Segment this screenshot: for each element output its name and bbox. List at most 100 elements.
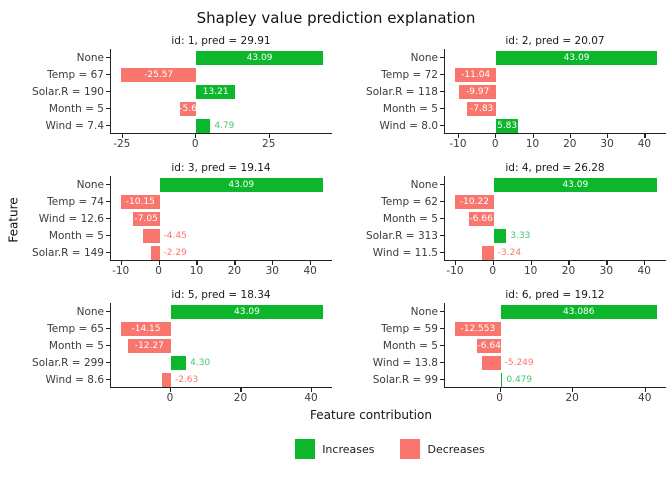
bar-value-label: -6.646 [477, 340, 501, 351]
y-axis-label: Month = 5 [24, 337, 110, 354]
y-axis-labels: None Temp = 72 Solar.R = 118 Month = 5 Wind … [358, 49, 444, 151]
bar-decrease: -6.646 [476, 338, 501, 353]
y-axis-label: Solar.R = 190 [24, 83, 110, 100]
y-tick-mark [106, 328, 110, 330]
x-tick-label: 30 [265, 265, 279, 277]
y-tick-mark [106, 311, 110, 313]
category-label-text: Solar.R = 149 [32, 246, 104, 259]
y-axis-label: Wind = 8.0 [358, 117, 444, 134]
category-label-text: Month = 5 [382, 102, 438, 115]
bar-decrease: -11.04 [455, 67, 497, 82]
y-axis-labels: None Temp = 67 Solar.R = 190 Month = 5 Wind … [24, 49, 110, 151]
bar-value-label: -6.66 [469, 213, 493, 224]
category-label-text: Wind = 7.4 [45, 119, 104, 132]
x-tick-mark [492, 261, 494, 265]
y-tick-mark [106, 362, 110, 364]
category-label-text: Temp = 65 [47, 322, 104, 335]
bar-value-label: 4.30 [190, 357, 211, 368]
legend-label: Increases [322, 442, 375, 456]
y-tick-mark [106, 379, 110, 381]
category-label-text: Month = 5 [48, 229, 104, 242]
category-label-text: Solar.R = 118 [366, 85, 438, 98]
category-label-text: None [410, 305, 438, 318]
y-tick-mark [106, 91, 110, 93]
y-axis-label: Temp = 59 [358, 320, 444, 337]
x-axis: -25 0 25 [110, 134, 332, 151]
bar-increase: 13.21 [196, 84, 236, 99]
x-tick-label: 40 [304, 392, 318, 404]
x-tick-label: 40 [638, 392, 652, 404]
bar-value-label: -4.45 [163, 230, 187, 241]
facet-plot-grid: None Temp = 74 Wind = 12.6 Month = 5 Solar.R… [24, 176, 332, 278]
bar-value-label: -10.15 [125, 196, 155, 207]
bar-decrease: -10.15 [121, 194, 160, 209]
x-tick-label: 0 [496, 392, 503, 404]
plot-area: 43.09 -10.22 -6.66 3.33 -3.24 [440, 176, 666, 261]
y-tick-mark [106, 125, 110, 127]
x-tick-label: 20 [561, 265, 576, 277]
bar-increase: 43.09 [170, 304, 323, 319]
bar-value-label: -7.83 [469, 103, 494, 114]
category-label-text: Wind = 11.5 [372, 246, 438, 259]
y-tick-mark [440, 201, 444, 203]
x-tick-mark [234, 261, 236, 265]
x-tick-mark [454, 261, 457, 265]
bar-decrease [142, 228, 160, 243]
x-tick-mark [272, 261, 274, 265]
x-tick-label: 30 [600, 138, 614, 150]
category-label-text: Temp = 72 [381, 68, 438, 81]
legend-entry-increases: Increases [295, 439, 374, 459]
x-axis: 0 20 40 [444, 388, 666, 405]
facet-title: id: 1, pred = 29.91 [171, 35, 271, 47]
bar-decrease [161, 372, 171, 387]
category-label-text: Wind = 8.0 [379, 119, 438, 132]
bar-increase [170, 355, 187, 370]
x-tick-label: 0 [489, 265, 497, 277]
category-label-text: None [76, 51, 104, 64]
bar-value-label: 0.479 [506, 374, 533, 385]
y-tick-mark [440, 379, 444, 381]
y-axis-label: Month = 5 [358, 210, 444, 227]
x-tick-mark [499, 388, 501, 392]
y-tick-mark [440, 184, 444, 186]
y-tick-mark [440, 218, 444, 220]
bar-value-label: -2.29 [163, 247, 187, 258]
plot-wrap: 43.09 -11.04 -9.97 -7.83 5.83 -10 0 10 20 30 40 [440, 49, 666, 151]
y-axis-labels: None Temp = 62 Month = 5 Solar.R = 313 Wind … [358, 176, 444, 278]
y-axis-labels: None Temp = 74 Wind = 12.6 Month = 5 Solar.R… [24, 176, 110, 278]
bar-increase: 43.09 [496, 50, 657, 65]
y-tick-mark [440, 125, 444, 127]
y-axis-label: Wind = 11.5 [358, 244, 444, 261]
x-tick-label: -25 [113, 138, 131, 150]
x-tick-mark [569, 134, 571, 138]
x-tick-mark [158, 261, 160, 265]
x-tick-label: 0 [491, 138, 499, 150]
bar-value-label: -25.57 [144, 69, 174, 80]
x-tick-mark [121, 134, 123, 138]
x-tick-label: 20 [565, 392, 579, 404]
legend-swatch-increases [295, 439, 316, 459]
category-label-text: Wind = 12.6 [38, 212, 104, 225]
x-tick-mark [568, 261, 570, 265]
figure-title: Shapley value prediction explanation [196, 9, 476, 27]
x-tick-label: 40 [303, 265, 317, 277]
legend: Increases Decreases [0, 439, 672, 459]
y-tick-mark [440, 108, 444, 110]
x-tick-mark [240, 388, 242, 392]
category-label-text: Temp = 62 [381, 195, 438, 208]
x-tick-mark [530, 261, 532, 265]
x-tick-mark [268, 134, 270, 138]
plot-area: 43.09 -14.15 -12.27 4.30 -2.63 [106, 303, 332, 388]
plot-area: 43.086 -12.553 -6.646-5.249 0.479 [440, 303, 666, 388]
x-axis: -10 0 10 20 30 40 [444, 134, 666, 151]
x-tick-mark [644, 261, 646, 265]
facet-panel-5: id: 5, pred = 18.34 None Temp = 65 Month = … [24, 288, 332, 405]
bar-value-label: -12.553 [460, 323, 496, 334]
bar-decrease [150, 245, 160, 260]
category-label-text: Month = 5 [382, 212, 438, 225]
category-label-text: Solar.R = 190 [32, 85, 104, 98]
plot-wrap: 43.09 -10.22 -6.66 3.33 -3.24 -10 0 10 20 30 40 [440, 176, 666, 278]
x-tick-label: 25 [262, 138, 276, 150]
x-tick-mark [457, 134, 460, 138]
